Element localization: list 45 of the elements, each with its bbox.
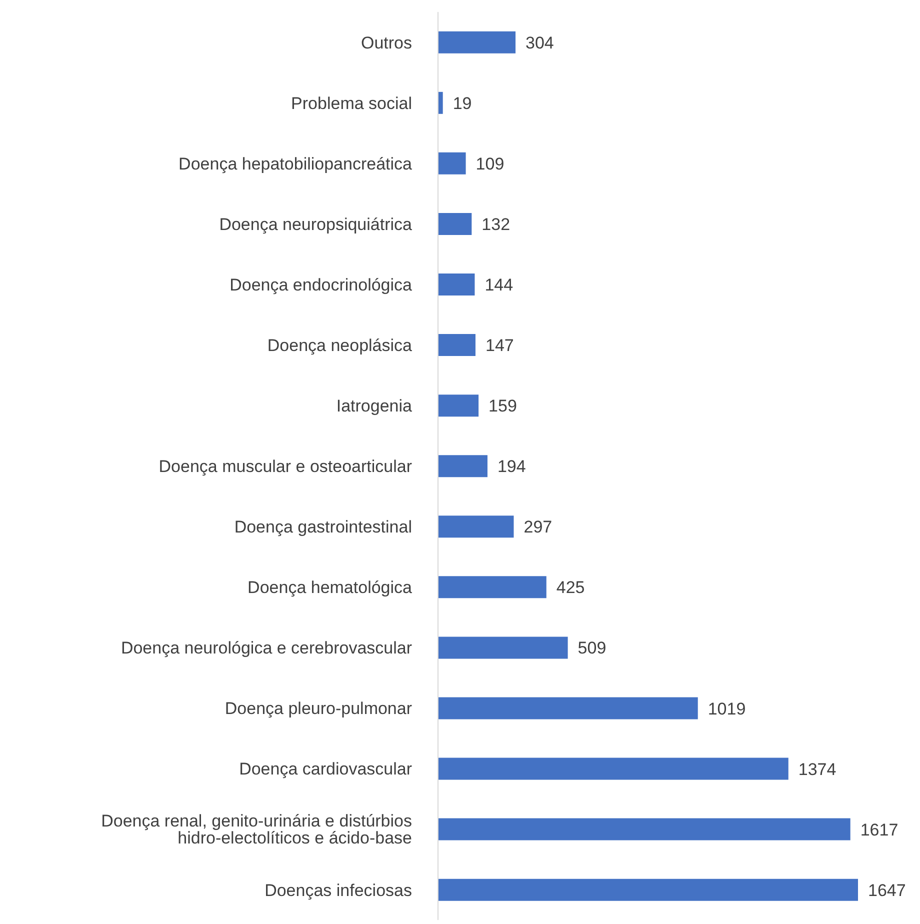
- data-label: 1617: [860, 820, 898, 840]
- data-label: 297: [524, 518, 552, 537]
- bar: [438, 878, 858, 901]
- y-tick-label: Doença hepatobiliopancreática: [178, 154, 413, 174]
- y-tick-label: Doença neuropsiquiátrica: [219, 214, 413, 234]
- data-label: 144: [484, 276, 514, 295]
- bar: [438, 516, 514, 538]
- data-label: 1374: [798, 760, 836, 779]
- y-tick-label: Doença neoplásica: [267, 336, 413, 355]
- data-label: 194: [497, 457, 526, 476]
- y-tick-label: Doença muscular e osteoarticular: [158, 457, 412, 476]
- bar: [438, 455, 488, 478]
- bar: [438, 212, 472, 235]
- data-label: 132: [482, 215, 510, 234]
- bar: [438, 31, 516, 54]
- y-tick-label: Doença renal, genito-urinária e distúrbios hidro-electolíticos e ácido-base: [101, 812, 412, 848]
- y-tick-label: Doença endocrinológica: [230, 275, 413, 294]
- data-label: 425: [556, 578, 585, 598]
- data-label: 147: [485, 336, 514, 356]
- bar: [438, 758, 788, 780]
- bar: [438, 394, 479, 417]
- y-tick-label: Doença gastrointestinal: [234, 518, 412, 537]
- y-tick-label: Problema social: [291, 94, 412, 113]
- y-tick-label: Doença hematológica: [248, 578, 413, 598]
- bar: [438, 92, 443, 114]
- data-label: 109: [476, 154, 504, 174]
- data-label: 1647: [868, 880, 906, 900]
- bar: [438, 576, 546, 598]
- y-tick-label: Doenças infeciosas: [264, 880, 412, 900]
- bar: [438, 274, 475, 296]
- y-tick-label: Doença neurológica e cerebrovascular: [120, 638, 412, 658]
- data-label: 509: [578, 638, 606, 658]
- y-tick-label: Outros: [360, 33, 412, 52]
- bar: [438, 636, 568, 659]
- bar: [438, 697, 698, 720]
- data-label: 19: [452, 94, 472, 113]
- bar: [438, 152, 466, 174]
- y-tick-label: Doença cardiovascular: [239, 760, 412, 779]
- bar: [438, 818, 850, 840]
- data-label: 1019: [708, 699, 746, 718]
- bar: [438, 334, 476, 356]
- y-tick-label: Iatrogenia: [336, 396, 413, 416]
- data-label: 159: [488, 396, 517, 416]
- data-label: 304: [526, 33, 554, 52]
- y-tick-label: Doença pleuro-pulmonar: [224, 699, 412, 718]
